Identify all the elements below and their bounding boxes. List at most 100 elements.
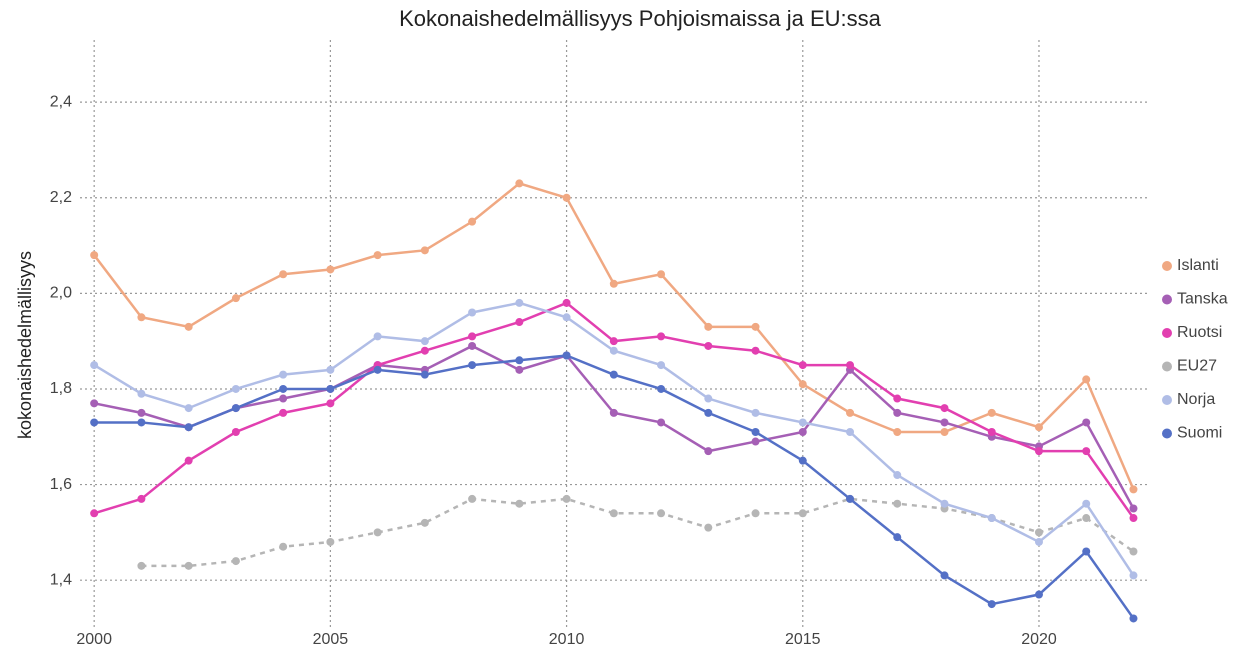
data-point	[468, 494, 477, 503]
chart-title: Kokonaishedelmällisyys Pohjoismaissa ja …	[399, 6, 882, 31]
data-point	[231, 294, 240, 303]
data-point	[468, 361, 477, 370]
data-point	[1082, 499, 1091, 508]
data-point	[562, 313, 571, 322]
data-point	[657, 384, 666, 393]
data-point	[893, 428, 902, 436]
data-point	[751, 428, 760, 436]
data-point	[609, 337, 618, 346]
legend-label: Islanti	[1177, 257, 1219, 274]
data-point	[893, 471, 902, 480]
data-point	[90, 361, 99, 370]
data-point	[137, 408, 146, 417]
data-point	[798, 380, 807, 389]
legend-swatch	[1162, 294, 1172, 305]
data-point	[279, 270, 288, 279]
data-point	[1129, 614, 1138, 623]
series-line	[94, 354, 1135, 620]
data-point	[137, 389, 146, 398]
data-point	[515, 318, 524, 327]
data-point	[657, 270, 666, 279]
data-point	[1034, 447, 1043, 456]
y-tick-label: 1,8	[50, 380, 72, 397]
series-line	[93, 182, 1135, 490]
y-tick-label: 2,4	[50, 93, 72, 110]
data-point	[846, 428, 855, 436]
data-point	[704, 322, 713, 331]
data-point	[1082, 547, 1091, 556]
data-point	[987, 600, 996, 609]
data-point	[231, 428, 240, 436]
data-point	[940, 428, 949, 436]
data-point	[657, 361, 666, 370]
data-point	[893, 499, 902, 508]
data-point	[751, 437, 760, 446]
y-tick-label: 1,4	[50, 571, 72, 588]
data-point	[1082, 375, 1091, 384]
data-point	[798, 509, 807, 518]
data-point	[1129, 571, 1138, 580]
data-point	[231, 384, 240, 393]
data-point	[326, 399, 335, 408]
legend-label: Suomi	[1177, 425, 1222, 442]
data-point	[751, 322, 760, 331]
data-point	[657, 332, 666, 341]
data-point	[515, 365, 524, 374]
data-point	[231, 557, 240, 566]
x-tick-label: 2005	[313, 631, 349, 648]
data-point	[562, 193, 571, 202]
data-point	[893, 533, 902, 542]
data-point	[137, 494, 146, 503]
data-point	[90, 251, 99, 260]
data-point	[1082, 447, 1091, 456]
x-tick-label: 2000	[76, 631, 112, 648]
data-point	[940, 499, 949, 508]
data-point	[940, 571, 949, 580]
data-point	[279, 370, 288, 379]
data-point	[987, 408, 996, 417]
data-point	[137, 561, 146, 570]
data-point	[420, 346, 429, 355]
data-point	[420, 246, 429, 255]
data-point	[1034, 537, 1043, 546]
data-point	[609, 509, 618, 518]
data-point	[184, 404, 193, 413]
data-point	[798, 428, 807, 436]
data-point	[987, 514, 996, 523]
data-point	[184, 561, 193, 570]
data-point	[90, 418, 99, 427]
data-point	[420, 337, 429, 346]
data-point	[373, 251, 382, 260]
legend-swatch	[1162, 428, 1172, 439]
data-point	[798, 418, 807, 427]
data-point	[326, 384, 335, 393]
data-point	[657, 509, 666, 518]
data-point	[751, 408, 760, 417]
data-point	[846, 361, 855, 370]
series-line	[141, 497, 1135, 568]
data-point	[1129, 514, 1138, 523]
data-point	[184, 423, 193, 432]
data-point	[420, 518, 429, 527]
data-point	[893, 394, 902, 403]
data-point	[373, 365, 382, 374]
legend-label: Norja	[1177, 391, 1215, 408]
x-tick-label: 2015	[785, 631, 821, 648]
data-point	[1034, 590, 1043, 599]
data-point	[326, 365, 335, 374]
data-point	[231, 404, 240, 413]
data-point	[373, 332, 382, 341]
data-point	[420, 370, 429, 379]
data-point	[90, 509, 99, 518]
x-tick-label: 2020	[1021, 631, 1057, 648]
data-point	[279, 384, 288, 393]
data-point	[609, 370, 618, 379]
legend-swatch	[1162, 395, 1172, 405]
legend-label: Tanska	[1177, 291, 1228, 308]
data-point	[326, 265, 335, 274]
data-point	[940, 404, 949, 413]
y-axis-label: kokonaishedelmällisyys	[15, 251, 35, 439]
data-point	[137, 418, 146, 427]
data-point	[846, 494, 855, 503]
data-point	[562, 494, 571, 503]
